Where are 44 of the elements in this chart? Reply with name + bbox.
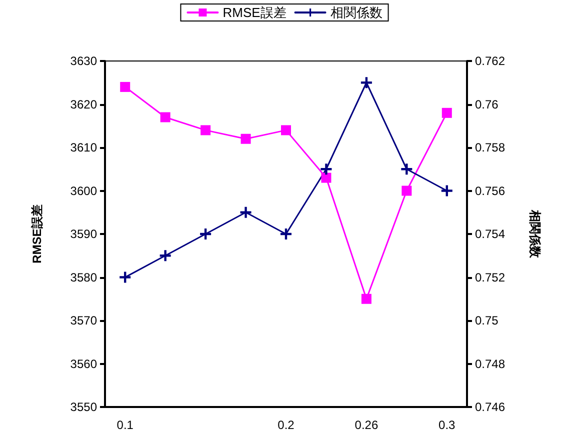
- point: [281, 125, 291, 136]
- point: [442, 108, 452, 118]
- y2-tick-label: 0.748: [475, 356, 506, 371]
- point: [120, 272, 131, 283]
- point: [321, 172, 332, 183]
- legend-label: RMSE誤差: [222, 5, 286, 20]
- point: [240, 206, 252, 218]
- y2-tick-label: 0.76: [475, 97, 499, 112]
- x-tick-label: 0.1: [116, 418, 134, 432]
- y-tick-label: 3580: [70, 270, 98, 284]
- y-axis-title: RMSE誤差: [30, 204, 44, 264]
- point: [200, 125, 211, 136]
- point: [361, 294, 372, 304]
- y-tick-label: 3590: [70, 227, 98, 241]
- point: [120, 82, 130, 92]
- y2-tick-label: 0.762: [475, 54, 506, 68]
- y-tick-label: 3550: [70, 400, 98, 414]
- point: [441, 185, 452, 196]
- y-tick-label: 3610: [70, 140, 98, 154]
- y2-axis-title: 相関係数: [528, 209, 542, 259]
- point: [401, 164, 412, 175]
- point: [200, 228, 212, 240]
- x-tick-label: 0.3: [438, 418, 456, 432]
- y2-tick-label: 0.752: [475, 270, 506, 284]
- y-tick-label: 3600: [70, 184, 98, 198]
- point: [160, 112, 170, 122]
- y2-tick-label: 0.756: [475, 184, 506, 198]
- y-tick-label: 3620: [70, 97, 98, 112]
- x-tick-label: 0.2: [278, 418, 295, 432]
- point: [320, 164, 332, 175]
- y2-tick-label: 0.746: [475, 400, 506, 414]
- legend-label: 相関係数: [330, 5, 382, 20]
- point: [240, 134, 251, 144]
- x-tick-label: 0.26: [354, 418, 378, 432]
- y-tick-label: 3630: [70, 54, 98, 68]
- y2-tick-label: 0.758: [475, 140, 506, 154]
- y2-tick-label: 0.754: [475, 227, 506, 241]
- point: [280, 228, 292, 240]
- point: [160, 250, 171, 262]
- y2-tick-label: 0.75: [475, 314, 499, 328]
- point: [360, 77, 372, 88]
- point: [402, 186, 412, 196]
- y-tick-label: 3560: [70, 356, 98, 371]
- y-tick-label: 3570: [70, 314, 98, 328]
